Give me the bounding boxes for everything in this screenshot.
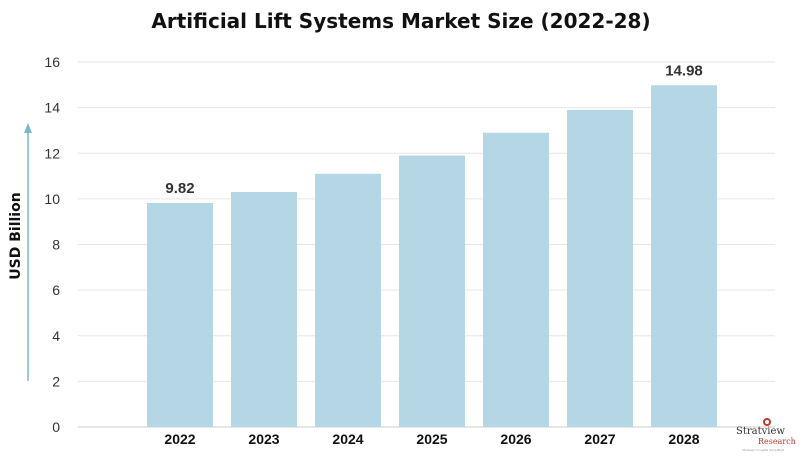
x-tick-2024: 2024	[332, 431, 363, 447]
chart-title: Artificial Lift Systems Market Size (202…	[151, 9, 650, 33]
y-tick-16: 16	[44, 54, 60, 70]
data-label-2028: 14.98	[665, 62, 703, 79]
data-label-2022: 9.82	[165, 180, 194, 197]
bars	[147, 85, 717, 428]
x-tick-2027: 2027	[584, 431, 615, 447]
y-tick-2: 2	[52, 373, 60, 389]
bar-2025	[399, 155, 465, 427]
y-tick-10: 10	[44, 191, 60, 207]
logo-tagline: Strategic Insights Simplified	[742, 448, 785, 452]
y-tick-4: 4	[52, 328, 60, 344]
y-axis-label: USD Billion	[8, 192, 24, 279]
x-tick-2022: 2022	[164, 431, 195, 447]
x-tick-labels: 2022 2023 2024 2025 2026 2027 2028	[164, 431, 699, 447]
y-tick-8: 8	[52, 237, 60, 253]
arrow-head	[24, 123, 32, 133]
bar-2023	[231, 192, 297, 427]
bar-2027	[567, 109, 633, 427]
x-tick-2025: 2025	[416, 431, 447, 447]
x-tick-2023: 2023	[248, 431, 279, 447]
y-tick-6: 6	[52, 282, 60, 298]
y-tick-labels: 0 2 4 6 8 10 12 14 16	[44, 54, 60, 435]
target-icon	[763, 418, 771, 426]
logo-sub: Research	[758, 437, 796, 446]
bar-2026	[483, 132, 549, 427]
x-tick-2026: 2026	[500, 431, 531, 447]
x-tick-2028: 2028	[668, 431, 699, 447]
y-axis-arrow	[24, 123, 32, 381]
y-tick-14: 14	[44, 100, 60, 116]
stratview-logo: Stratview Research Strategic Insights Si…	[736, 418, 796, 456]
bar-2022	[147, 202, 213, 427]
bar-2028	[651, 85, 717, 428]
bar-2024	[315, 173, 381, 427]
logo-name: Stratview	[736, 426, 785, 437]
y-tick-0: 0	[52, 419, 60, 435]
data-labels: 9.82 14.98	[165, 62, 702, 197]
y-tick-12: 12	[44, 145, 60, 161]
